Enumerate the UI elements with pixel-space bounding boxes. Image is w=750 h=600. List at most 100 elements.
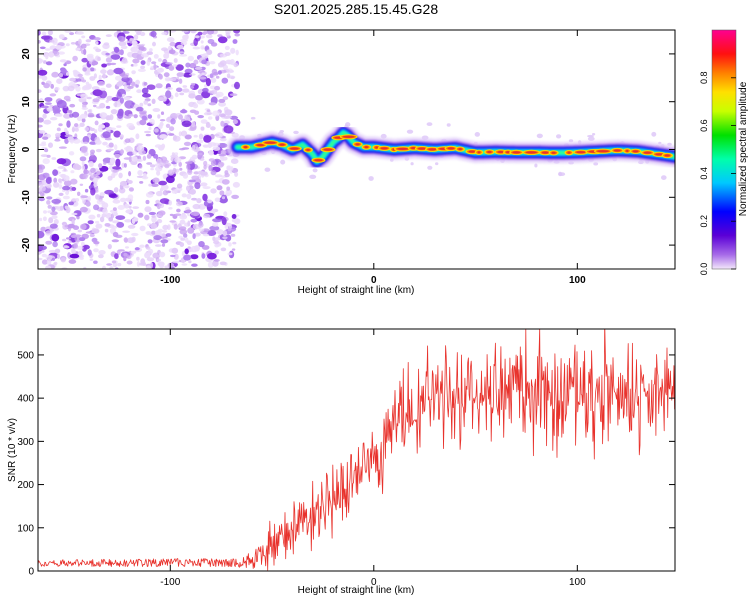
x-tick-label: -100 [160, 577, 180, 588]
snr-panel: -100 0 100 0 100 200 300 400 500 Height of stra… [7, 328, 676, 596]
noise-blob [209, 73, 214, 79]
noise-blob [123, 252, 128, 257]
track-core-red [597, 150, 609, 153]
noise-blob [145, 133, 151, 137]
noise-blob [99, 216, 105, 223]
noise-blob [212, 218, 222, 223]
halo-speck [280, 159, 286, 165]
noise-blob [49, 223, 58, 229]
noise-blob [156, 158, 162, 164]
noise-blob [88, 161, 94, 168]
noise-blob [56, 100, 67, 109]
noise-blob [105, 105, 111, 109]
noise-blob [158, 210, 166, 216]
noise-blob [189, 30, 197, 34]
noise-blob [38, 89, 42, 93]
noise-blob [145, 199, 150, 205]
noise-blob [135, 83, 139, 88]
noise-blob [105, 115, 112, 121]
noise-blob [84, 188, 89, 193]
track-core-red [613, 149, 621, 152]
noise-blob [103, 42, 110, 46]
halo-speck [661, 175, 667, 181]
noise-blob [140, 53, 149, 58]
noise-blob [100, 87, 106, 91]
noise-blob [153, 63, 157, 70]
noise-blob [143, 173, 147, 179]
track-core-red [364, 146, 369, 149]
noise-blob [99, 112, 108, 118]
noise-blob [98, 124, 106, 129]
halo-speck [558, 172, 566, 177]
noise-blob [98, 163, 103, 169]
noise-blob [215, 180, 220, 183]
noise-blob [203, 233, 209, 237]
noise-blob [184, 34, 189, 40]
noise-blob [79, 237, 86, 242]
noise-blob [146, 153, 152, 159]
noise-blob [63, 63, 67, 67]
track-core-red [290, 147, 299, 150]
noise-blob [207, 252, 217, 260]
noise-blob [96, 213, 101, 218]
noise-blob [46, 200, 51, 205]
noise-blob [38, 197, 45, 202]
noise-blob [91, 228, 100, 234]
noise-blob [116, 221, 125, 228]
noise-blob [182, 173, 189, 179]
noise-blob [219, 190, 225, 196]
halo-speck [250, 116, 256, 120]
noise-blob [206, 230, 217, 236]
noise-blob [95, 194, 100, 200]
noise-blob [74, 123, 79, 128]
noise-blob [88, 214, 96, 220]
noise-blob [202, 193, 208, 202]
noise-blob [136, 143, 143, 146]
noise-blob [172, 64, 178, 67]
noise-blob [105, 99, 109, 103]
noise-blob [123, 82, 127, 87]
noise-blob [169, 126, 175, 132]
noise-blob [67, 85, 75, 92]
snr-y-ticks: 0 100 200 300 400 500 [17, 350, 675, 578]
noise-blob [190, 245, 199, 253]
noise-blob [124, 116, 132, 119]
noise-blob [87, 220, 94, 225]
noise-blob [147, 114, 153, 119]
noise-blob [214, 243, 220, 248]
noise-blob [69, 32, 75, 36]
noise-blob [217, 62, 225, 68]
noise-blob [145, 246, 151, 250]
noise-blob [206, 49, 213, 55]
noise-blob [180, 130, 188, 137]
noise-blob [93, 37, 101, 41]
y-tick-label: 0 [28, 567, 34, 578]
noise-blob [202, 213, 211, 219]
noise-blob [213, 259, 220, 262]
noise-blob [106, 95, 113, 101]
noise-blob [194, 232, 201, 237]
noise-blob [221, 179, 230, 185]
noise-blob [106, 263, 113, 266]
noise-blob [182, 85, 188, 88]
noise-blob [148, 248, 154, 255]
noise-blob [159, 203, 165, 209]
noise-blob [138, 164, 143, 169]
noise-blob [66, 120, 71, 128]
noise-blob [200, 182, 208, 187]
track-core-red [567, 151, 571, 154]
noise-blob [88, 154, 97, 163]
noise-blob [93, 248, 99, 253]
x-tick-label: 100 [569, 275, 586, 286]
noise-blob [97, 56, 101, 61]
noise-blob [105, 57, 113, 63]
noise-blob [179, 214, 188, 220]
noise-blob [176, 198, 181, 203]
noise-blob [142, 261, 146, 267]
noise-blob [221, 217, 227, 226]
noise-blob [63, 245, 70, 249]
noise-blob [222, 230, 228, 237]
noise-blob [58, 123, 63, 127]
noise-blob [146, 84, 156, 90]
noise-blob [119, 97, 124, 104]
